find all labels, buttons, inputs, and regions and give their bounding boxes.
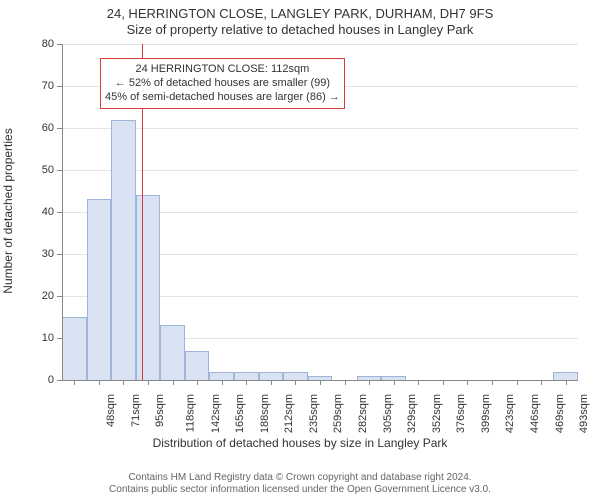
info-line-smaller: ← 52% of detached houses are smaller (99… [105, 77, 340, 91]
y-tick-label: 50 [28, 164, 54, 176]
x-tick-label: 423sqm [505, 394, 517, 433]
info-line-larger: 45% of semi-detached houses are larger (… [105, 91, 340, 105]
y-axis-line [62, 44, 63, 380]
y-gridline [62, 170, 578, 171]
x-tick-label: 212sqm [283, 394, 295, 433]
y-tick-label: 70 [28, 80, 54, 92]
x-axis-line [62, 380, 578, 381]
x-tick-label: 352sqm [431, 394, 443, 433]
y-gridline [62, 44, 578, 45]
y-axis-label: Number of detached properties [1, 43, 15, 379]
histogram-bar [87, 199, 112, 380]
histogram-bar [234, 372, 259, 380]
y-tick-label: 0 [28, 374, 54, 386]
footer-line1: Contains HM Land Registry data © Crown c… [0, 472, 600, 484]
x-tick-label: 95sqm [154, 394, 166, 427]
x-tick-label: 329sqm [406, 394, 418, 433]
x-tick-label: 376sqm [455, 394, 467, 433]
x-tick-label: 118sqm [184, 394, 196, 432]
x-tick-label: 282sqm [357, 394, 369, 433]
x-tick-label: 165sqm [234, 394, 246, 433]
x-tick-label: 235sqm [308, 394, 320, 433]
x-tick-label: 305sqm [382, 394, 394, 433]
x-axis-label: Distribution of detached houses by size … [0, 436, 600, 450]
y-tick-label: 60 [28, 122, 54, 134]
x-tick-label: 71sqm [130, 394, 142, 427]
x-tick-label: 446sqm [529, 394, 541, 433]
histogram-bar [259, 372, 284, 380]
histogram-bar [283, 372, 308, 380]
y-tick-label: 80 [28, 38, 54, 50]
y-tick-label: 30 [28, 248, 54, 260]
y-tick-label: 10 [28, 332, 54, 344]
x-tick-label: 259sqm [333, 394, 345, 433]
x-tick-label: 142sqm [210, 394, 222, 433]
chart-title-line1: 24, HERRINGTON CLOSE, LANGLEY PARK, DURH… [0, 6, 600, 21]
x-tick-label: 399sqm [480, 394, 492, 433]
property-info-box: 24 HERRINGTON CLOSE: 112sqm ← 52% of det… [100, 58, 345, 109]
x-tick-label: 493sqm [578, 394, 590, 433]
y-gridline [62, 128, 578, 129]
histogram-bar [62, 317, 87, 380]
x-tick-label: 469sqm [554, 394, 566, 433]
histogram-bar [185, 351, 210, 380]
histogram-bar [209, 372, 234, 380]
histogram-bar [136, 195, 161, 380]
x-tick-label: 48sqm [105, 394, 117, 427]
x-tick-label: 188sqm [259, 394, 271, 433]
info-line-size: 24 HERRINGTON CLOSE: 112sqm [105, 63, 340, 77]
histogram-bar [553, 372, 578, 380]
histogram-bar [160, 325, 185, 380]
y-tick-label: 40 [28, 206, 54, 218]
footer-attribution: Contains HM Land Registry data © Crown c… [0, 472, 600, 496]
y-tick-label: 20 [28, 290, 54, 302]
histogram-bar [111, 120, 136, 380]
footer-line2: Contains public sector information licen… [0, 484, 600, 496]
chart-title-line2: Size of property relative to detached ho… [0, 22, 600, 37]
